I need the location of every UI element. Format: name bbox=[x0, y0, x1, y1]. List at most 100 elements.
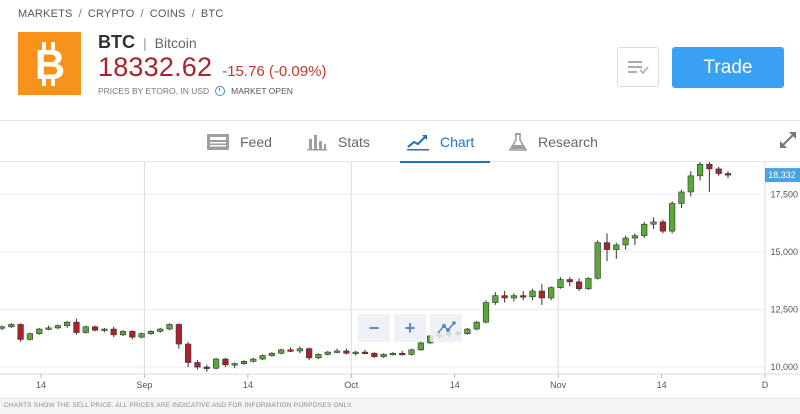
candle-body bbox=[724, 173, 732, 176]
current-price-tag: 18,332 bbox=[768, 170, 796, 180]
chart-settings-button[interactable] bbox=[430, 314, 462, 342]
title-divider: | bbox=[143, 35, 147, 51]
candle-body bbox=[622, 237, 629, 246]
candle-body bbox=[8, 324, 15, 328]
candle-body bbox=[371, 352, 378, 358]
y-tick-label: 10,000 bbox=[770, 362, 798, 372]
candle-body bbox=[343, 350, 350, 354]
candle-body bbox=[585, 278, 592, 290]
x-tick-label: Nov bbox=[550, 380, 567, 390]
candle-body bbox=[538, 290, 545, 299]
candle-body bbox=[250, 358, 257, 362]
candle-body bbox=[333, 350, 341, 353]
current-price-marker: 18,332 bbox=[765, 168, 800, 183]
current-price: 18332.62 bbox=[98, 52, 213, 82]
breadcrumb-markets[interactable]: MARKETS bbox=[18, 8, 73, 20]
market-status: MARKET OPEN bbox=[231, 86, 293, 96]
candle-body bbox=[296, 348, 303, 352]
candle-body bbox=[399, 352, 406, 356]
candle-body bbox=[306, 348, 313, 359]
candle-body bbox=[613, 244, 620, 250]
tab-feed[interactable]: Feed bbox=[206, 121, 272, 162]
instrument-tabs: Feed Stats Chart Research bbox=[0, 120, 800, 163]
y-tick-label: 17,500 bbox=[770, 189, 798, 199]
feed-icon bbox=[207, 133, 229, 150]
x-tick-label: 14 bbox=[657, 380, 667, 390]
candle-body bbox=[101, 328, 108, 331]
watchlist-check-icon bbox=[628, 61, 649, 75]
candle-body bbox=[203, 366, 210, 369]
x-tick-label: 14 bbox=[36, 380, 46, 390]
candle-body bbox=[557, 279, 564, 288]
y-tick-label: 15,000 bbox=[770, 247, 798, 257]
x-tick-label: Sep bbox=[136, 380, 152, 390]
candle-body bbox=[603, 242, 611, 250]
price-meta: PRICES BY ETORO, IN USD MARKET OPEN bbox=[98, 86, 293, 96]
candle-body bbox=[278, 349, 285, 354]
breadcrumb-crypto[interactable]: CRYPTO bbox=[87, 8, 135, 20]
candle-body bbox=[482, 302, 490, 323]
breadcrumb-btc: BTC bbox=[200, 8, 224, 20]
tab-research[interactable]: Research bbox=[508, 121, 598, 162]
candle-body bbox=[715, 168, 722, 174]
tab-chart[interactable]: Chart bbox=[399, 121, 491, 163]
tab-stats-label: Stats bbox=[338, 133, 370, 150]
candle-body bbox=[166, 324, 173, 330]
candle-body bbox=[464, 328, 471, 334]
candle-body bbox=[492, 295, 499, 303]
candle-body bbox=[54, 325, 61, 329]
instrument-name: Bitcoin bbox=[154, 35, 197, 51]
x-tick-label: 14 bbox=[450, 380, 460, 390]
candle-body bbox=[510, 295, 518, 299]
drawing-tools-icon bbox=[437, 321, 456, 334]
breadcrumb-separator: / bbox=[78, 8, 82, 20]
candle-body bbox=[669, 203, 676, 232]
candle-body bbox=[240, 361, 248, 364]
candle-body bbox=[575, 281, 583, 290]
candle-body bbox=[17, 324, 24, 340]
candle-body bbox=[212, 358, 220, 369]
tab-chart-label: Chart bbox=[440, 133, 475, 150]
candle-body bbox=[119, 331, 127, 336]
candle-body bbox=[287, 349, 294, 352]
candle-body bbox=[548, 287, 555, 299]
x-tick-label: Oct bbox=[344, 380, 359, 390]
price-chart[interactable]: 17,500 15,000 12,500 10,000 14 Sep 14 Oct 14 Nov… bbox=[0, 162, 800, 398]
tab-stats[interactable]: Stats bbox=[306, 121, 370, 162]
candle-body bbox=[408, 349, 415, 355]
candle-body bbox=[352, 351, 359, 354]
chart-icon bbox=[407, 134, 429, 150]
candle-body bbox=[175, 324, 182, 345]
candle-body bbox=[520, 295, 527, 298]
zoom-in-button[interactable]: + bbox=[394, 314, 426, 342]
expand-fullscreen-icon[interactable] bbox=[778, 130, 798, 150]
candle-body bbox=[631, 235, 639, 239]
candle-body bbox=[64, 321, 71, 326]
x-axis: 14 Sep 14 Oct 14 Nov 14 D bbox=[0, 373, 800, 390]
candle-body bbox=[501, 295, 508, 299]
candle-body bbox=[91, 326, 99, 331]
candle-body bbox=[82, 326, 89, 333]
tab-research-label: Research bbox=[538, 133, 598, 150]
price-row: 18332.62 -15.76 (-0.09%) bbox=[98, 52, 326, 83]
candle-body bbox=[687, 175, 694, 193]
candle-body bbox=[129, 331, 136, 338]
candle-body bbox=[26, 333, 34, 340]
candle-body bbox=[185, 343, 192, 363]
candle-body bbox=[389, 352, 397, 356]
candle-body bbox=[696, 164, 704, 177]
candle-body bbox=[324, 351, 331, 355]
breadcrumb-separator: / bbox=[191, 8, 195, 20]
flask-icon bbox=[508, 132, 528, 151]
candle-body bbox=[594, 242, 601, 279]
zoom-out-button[interactable]: − bbox=[358, 314, 390, 342]
breadcrumb-coins[interactable]: COINS bbox=[149, 8, 186, 20]
price-change: -15.76 (-0.09%) bbox=[222, 63, 327, 80]
breadcrumb: MARKETS / CRYPTO / COINS / BTC bbox=[18, 8, 223, 24]
bitcoin-logo-icon: B bbox=[18, 32, 81, 95]
watchlist-button[interactable] bbox=[617, 47, 659, 87]
trade-button[interactable]: Trade bbox=[672, 47, 784, 88]
y-axis: 17,500 15,000 12,500 10,000 bbox=[764, 162, 798, 374]
candle-body bbox=[641, 223, 648, 237]
candle-body bbox=[147, 331, 155, 334]
